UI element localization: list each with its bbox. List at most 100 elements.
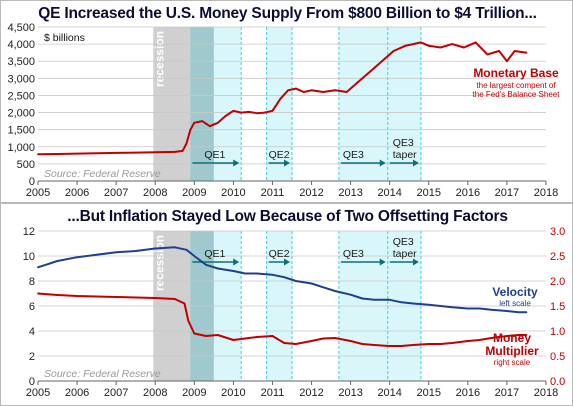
y-tick-label: 8 bbox=[29, 276, 35, 288]
data-point bbox=[115, 296, 118, 298]
data-point bbox=[345, 91, 348, 93]
qe-arrow-head bbox=[284, 258, 290, 266]
data-point bbox=[255, 272, 258, 275]
data-point bbox=[56, 153, 59, 155]
data-point bbox=[310, 340, 313, 342]
data-point bbox=[361, 297, 364, 300]
y-right-tick-label: 0.0 bbox=[550, 376, 565, 388]
data-point bbox=[427, 44, 430, 47]
qe-arrow-head bbox=[284, 159, 290, 167]
y-tick-label: 6 bbox=[29, 301, 35, 313]
data-point bbox=[517, 334, 520, 336]
x-tick-label: 2010 bbox=[221, 387, 245, 399]
data-point bbox=[76, 152, 78, 155]
y-tick-label: 1,000 bbox=[7, 142, 35, 154]
data-point bbox=[76, 256, 78, 259]
data-point bbox=[134, 151, 137, 154]
y-tick-label: 4,000 bbox=[7, 39, 35, 51]
data-point bbox=[263, 111, 266, 114]
data-point bbox=[404, 44, 407, 47]
data-point bbox=[525, 51, 528, 54]
data-point bbox=[95, 253, 98, 256]
data-point bbox=[216, 267, 219, 270]
data-point bbox=[498, 50, 501, 52]
y-tick-label: 12 bbox=[23, 226, 35, 238]
data-point bbox=[451, 306, 454, 309]
data-point bbox=[279, 97, 282, 100]
data-point bbox=[463, 46, 465, 49]
data-point bbox=[506, 335, 508, 337]
y-right-tick-label: 1.0 bbox=[550, 326, 565, 338]
series-note: the largest compent of bbox=[476, 81, 556, 90]
data-point bbox=[412, 43, 415, 46]
data-point bbox=[183, 302, 186, 305]
source-note: Source: Federal Reserve bbox=[44, 368, 161, 380]
series-label: Velocity bbox=[492, 285, 538, 299]
data-point bbox=[506, 310, 508, 312]
data-point bbox=[224, 115, 227, 117]
data-point bbox=[478, 307, 481, 310]
data-point bbox=[248, 110, 250, 113]
data-point bbox=[322, 286, 325, 289]
data-point bbox=[95, 295, 98, 298]
qe-period-label: QE3 bbox=[393, 236, 414, 248]
recession-label: recession bbox=[152, 235, 166, 291]
qe-period-label: QE3 bbox=[393, 137, 414, 149]
data-point bbox=[490, 308, 493, 311]
x-tick-label: 2008 bbox=[143, 187, 167, 199]
qe-period-label: QE3 bbox=[343, 248, 364, 260]
qe-period-label: QE1 bbox=[204, 248, 225, 260]
data-point bbox=[232, 270, 235, 272]
data-point bbox=[201, 120, 204, 123]
data-point bbox=[216, 121, 219, 124]
data-point bbox=[37, 266, 39, 269]
data-point bbox=[115, 152, 118, 154]
recession-qe-overlap-shading bbox=[190, 27, 214, 181]
x-tick-label: 2012 bbox=[299, 187, 323, 199]
data-point bbox=[513, 50, 516, 52]
y-right-tick-label: 1.5 bbox=[550, 301, 565, 313]
data-point bbox=[439, 305, 442, 307]
y-tick-label: 500 bbox=[17, 159, 35, 171]
data-point bbox=[173, 246, 176, 249]
y-tick-label: 4,500 bbox=[7, 22, 35, 34]
data-point bbox=[439, 46, 442, 49]
data-point bbox=[173, 298, 176, 300]
x-tick-label: 2018 bbox=[534, 387, 558, 399]
data-point bbox=[209, 125, 211, 128]
data-point bbox=[37, 153, 39, 156]
data-point bbox=[380, 60, 383, 63]
x-tick-label: 2015 bbox=[417, 387, 441, 399]
qe-period-label: QE2 bbox=[269, 149, 290, 161]
data-point bbox=[466, 307, 469, 310]
data-point bbox=[412, 302, 415, 305]
qe-arrow-head bbox=[379, 258, 386, 266]
x-tick-label: 2012 bbox=[299, 387, 323, 399]
data-point bbox=[349, 293, 352, 296]
data-point bbox=[486, 53, 489, 56]
data-point bbox=[56, 260, 59, 262]
data-point bbox=[400, 301, 403, 304]
data-point bbox=[185, 142, 188, 145]
data-point bbox=[205, 263, 207, 266]
data-point bbox=[334, 89, 336, 92]
data-point bbox=[216, 334, 219, 336]
monetary-base-chart: recession 0 500 1,000 1,500 2,000 2,500 3,000 3,… bbox=[7, 22, 560, 199]
data-point bbox=[451, 43, 454, 46]
x-tick-label: 2015 bbox=[417, 187, 441, 199]
data-point bbox=[95, 152, 98, 155]
y-right-tick-label: 2.5 bbox=[550, 251, 565, 263]
data-point bbox=[283, 342, 286, 344]
velocity-multiplier-chart-panel: ...But Inflation Stayed Low Because of T… bbox=[0, 203, 573, 406]
series-label: Money bbox=[493, 331, 531, 345]
data-point bbox=[349, 340, 352, 342]
qe-arrow-head bbox=[412, 258, 419, 266]
data-point bbox=[255, 336, 258, 338]
data-point bbox=[506, 60, 508, 63]
data-point bbox=[392, 50, 395, 52]
recession-shading bbox=[153, 27, 191, 181]
qe-arrow-head bbox=[379, 159, 386, 167]
qe-period-label: QE3 bbox=[343, 149, 364, 161]
y-tick-label: 4 bbox=[29, 326, 35, 338]
y-tick-label: 2,500 bbox=[7, 90, 35, 102]
